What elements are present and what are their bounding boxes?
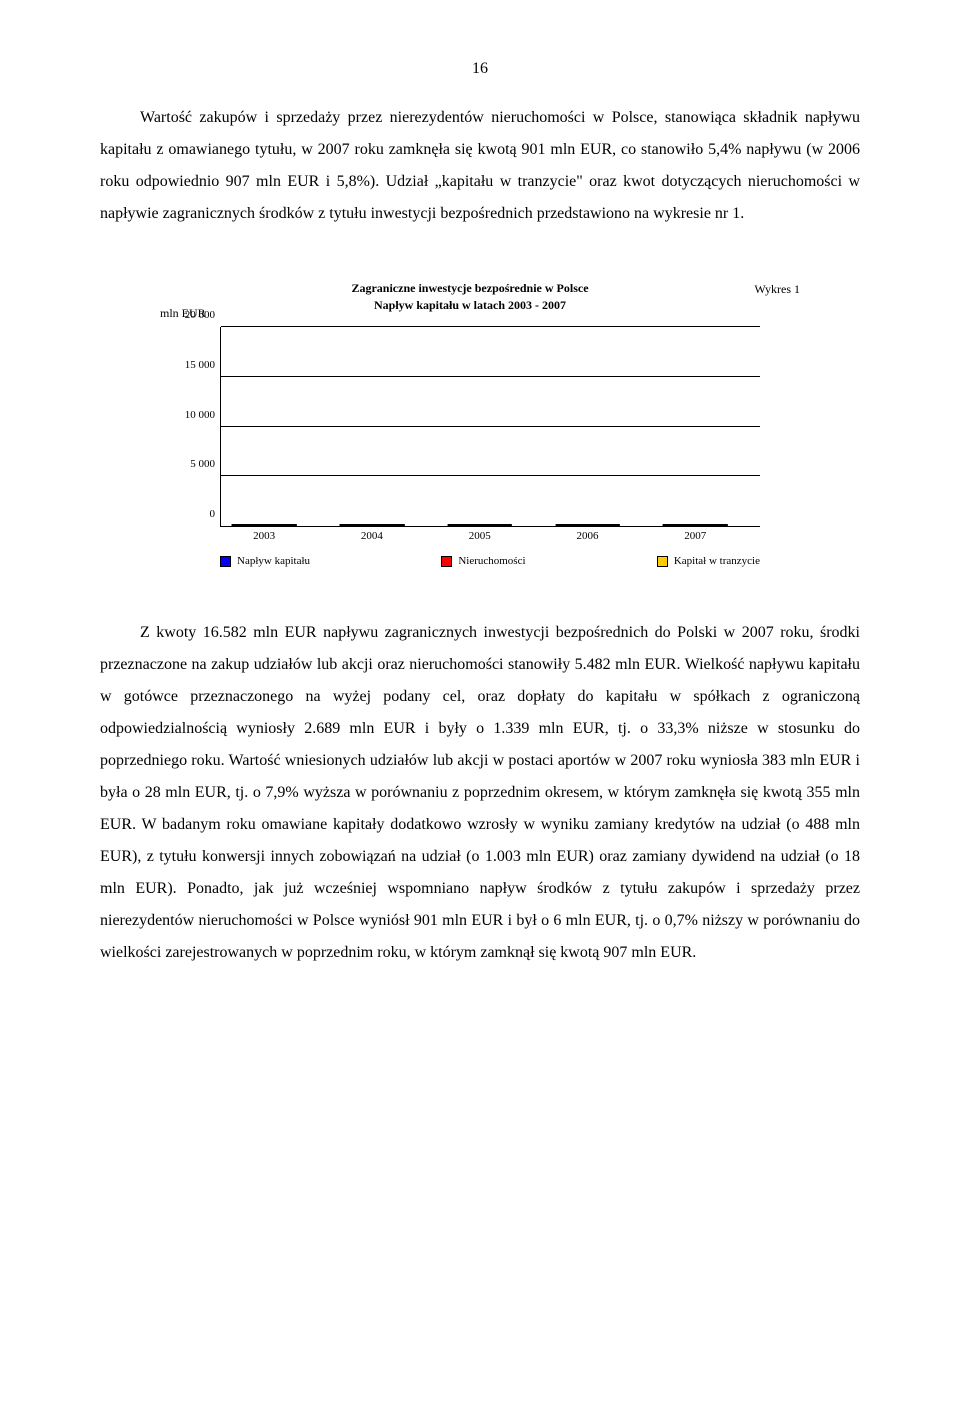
legend-swatch-transit xyxy=(657,556,668,567)
chart-ytick: 15 000 xyxy=(171,359,215,371)
chart-plot-area: 05 00010 00015 00020 0002003200420052006… xyxy=(220,327,760,527)
paragraph-1: Wartość zakupów i sprzedaży przez nierez… xyxy=(100,102,860,230)
chart-bar-re xyxy=(232,524,297,526)
legend-item-transit: Kapitał w tranzycie xyxy=(657,555,760,567)
chart-gridline xyxy=(221,376,760,377)
chart-number-label: Wykres 1 xyxy=(720,280,800,297)
chart-xtick: 2005 xyxy=(469,530,491,542)
legend-label-transit: Kapitał w tranzycie xyxy=(674,555,760,567)
paragraph-1-container: Wartość zakupów i sprzedaży przez nierez… xyxy=(100,102,860,230)
chart-bar-transit xyxy=(555,524,620,526)
paragraph-2: Z kwoty 16.582 mln EUR napływu zagranicz… xyxy=(100,617,860,969)
chart-gridline xyxy=(221,475,760,476)
chart-ytick: 20 000 xyxy=(171,309,215,321)
chart-xtick: 2003 xyxy=(253,530,275,542)
chart-bar-re xyxy=(340,524,405,526)
chart-title-line2: Napływ kapitału w latach 2003 - 2007 xyxy=(220,297,720,314)
legend-swatch-inflow xyxy=(220,556,231,567)
chart-title-line1: Zagraniczne inwestycje bezpośrednie w Po… xyxy=(220,280,720,297)
chart-xtick: 2006 xyxy=(577,530,599,542)
legend-item-inflow: Napływ kapitału xyxy=(220,555,310,567)
chart-ytick: 0 xyxy=(171,508,215,520)
chart-xtick: 2004 xyxy=(361,530,383,542)
chart-xtick: 2007 xyxy=(684,530,706,542)
legend-label-inflow: Napływ kapitału xyxy=(237,555,310,567)
chart-legend: Napływ kapitału Nieruchomości Kapitał w … xyxy=(220,555,760,567)
paragraph-2-container: Z kwoty 16.582 mln EUR napływu zagranicz… xyxy=(100,617,860,969)
chart-bar-transit xyxy=(663,524,728,526)
legend-item-re: Nieruchomości xyxy=(441,555,525,567)
chart-ytick: 5 000 xyxy=(171,458,215,470)
chart-bar-transit xyxy=(447,524,512,526)
legend-label-re: Nieruchomości xyxy=(458,555,525,567)
legend-swatch-re xyxy=(441,556,452,567)
chart-ytick: 10 000 xyxy=(171,409,215,421)
chart-gridline xyxy=(221,426,760,427)
chart-wykres-1: mln EUR Zagraniczne inwestycje bezpośred… xyxy=(160,280,800,567)
chart-gridline xyxy=(221,326,760,327)
page-number: 16 xyxy=(100,60,860,78)
